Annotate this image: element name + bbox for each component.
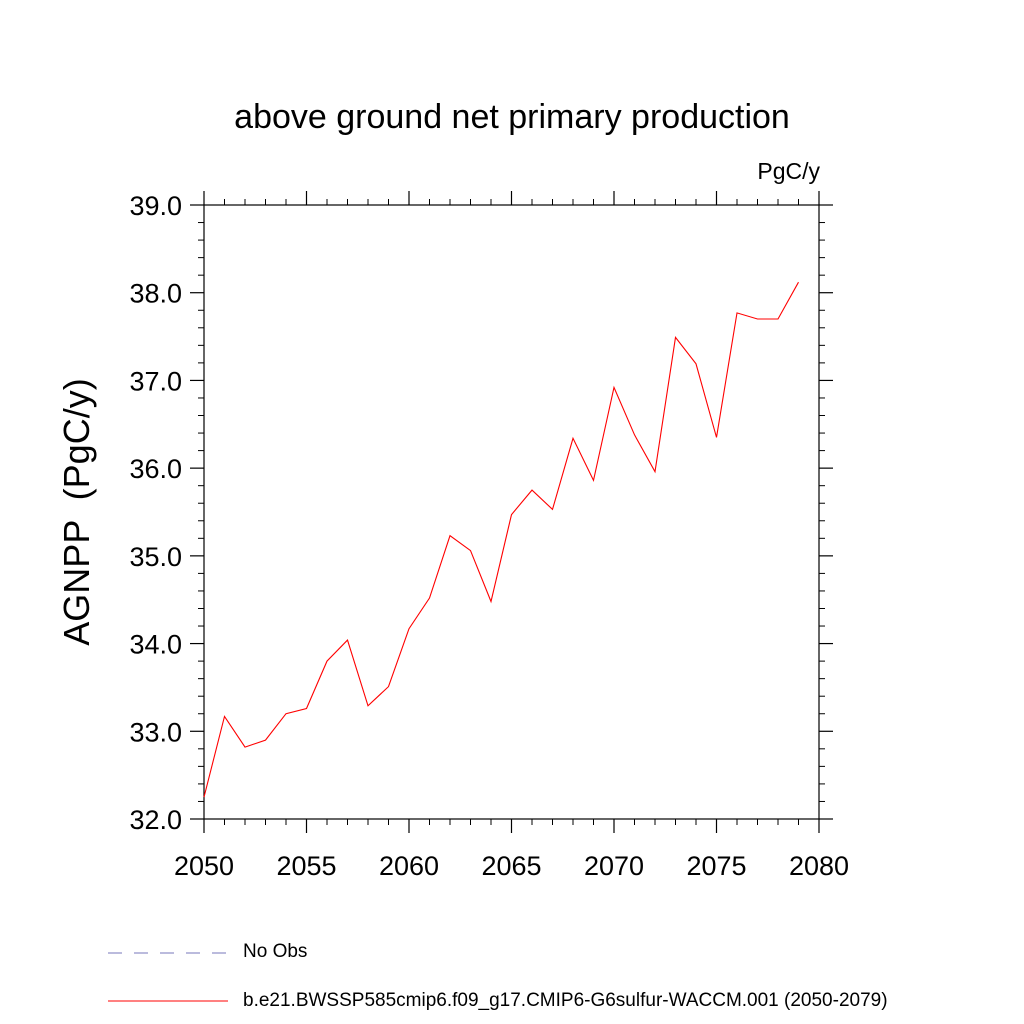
x-tick-label: 2070: [584, 851, 644, 881]
chart-title: above ground net primary production: [234, 98, 790, 136]
x-tick-label: 2050: [174, 851, 234, 881]
units-label: PgC/y: [757, 158, 820, 184]
y-tick-label: 39.0: [129, 191, 182, 221]
series-lines: [203, 281, 799, 798]
series-line-0: [203, 281, 799, 798]
y-tick-label: 33.0: [129, 717, 182, 747]
y-tick-label: 38.0: [129, 279, 182, 309]
y-tick-label: 35.0: [129, 542, 182, 572]
y-tick-label: 37.0: [129, 366, 182, 396]
axis-ticks: [190, 191, 833, 833]
legend-label-model-run: b.e21.BWSSP585cmip6.f09_g17.CMIP6-G6sulf…: [243, 990, 888, 1011]
x-tick-label: 2060: [379, 851, 439, 881]
plot-frame: [203, 204, 820, 820]
x-tick-label: 2075: [686, 851, 746, 881]
legend-label-no-obs: No Obs: [243, 941, 308, 962]
x-tick-label: 2065: [481, 851, 541, 881]
x-tick-label: 2080: [789, 851, 849, 881]
y-axis-label: AGNPP (PgC/y): [56, 378, 97, 646]
y-tick-label: 34.0: [129, 630, 182, 660]
y-tick-label: 32.0: [129, 805, 182, 835]
legend: [108, 952, 228, 1002]
x-tick-label: 2055: [276, 851, 336, 881]
tick-labels: 2050 2055 2060 2065 2070 2075 2080 32.0 33.0 34.0…: [129, 191, 849, 881]
y-tick-label: 36.0: [129, 454, 182, 484]
